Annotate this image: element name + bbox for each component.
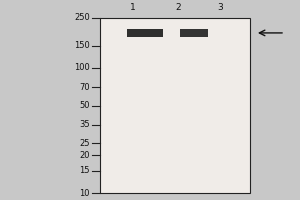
Text: 3: 3 — [217, 3, 223, 12]
Text: 150: 150 — [74, 41, 90, 50]
Bar — [100, 18, 250, 193]
Text: 100: 100 — [74, 63, 90, 72]
Text: 70: 70 — [80, 83, 90, 92]
Bar — [179, 29, 208, 37]
Text: 35: 35 — [80, 120, 90, 129]
Text: 25: 25 — [80, 139, 90, 148]
Text: 10: 10 — [80, 188, 90, 198]
Text: 2: 2 — [175, 3, 181, 12]
Text: 20: 20 — [80, 151, 90, 160]
Text: 50: 50 — [80, 101, 90, 110]
Text: 1: 1 — [130, 3, 136, 12]
Bar — [127, 29, 163, 37]
Text: 250: 250 — [74, 14, 90, 22]
Text: 15: 15 — [80, 166, 90, 175]
